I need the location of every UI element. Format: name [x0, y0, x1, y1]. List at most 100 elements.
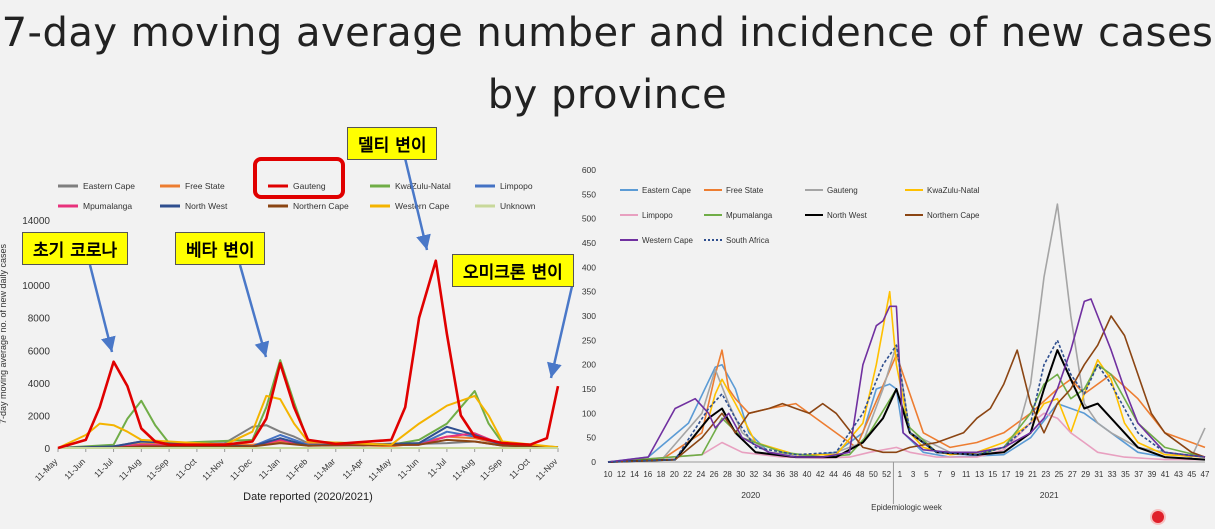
left-x-tick-label: 11-Dec [228, 456, 255, 483]
right-legend-label: Gauteng [827, 186, 858, 195]
right-legend-label: Free State [726, 186, 764, 195]
right-series-line [607, 412, 1205, 463]
right-x-tick-label: 21 [1028, 470, 1037, 479]
callout-delta-variant: 델티 변이 [347, 127, 438, 160]
left-legend-label: Limpopo [500, 181, 533, 191]
left-series-line [57, 438, 559, 449]
right-x-tick-label: 15 [988, 470, 997, 479]
right-x-tick-label: 9 [951, 470, 956, 479]
callout-beta-variant: 베타 변이 [175, 232, 266, 265]
right-series-line [607, 349, 1206, 463]
right-x-tick-label: 50 [869, 470, 878, 479]
right-x-tick-label: 47 [1201, 470, 1210, 479]
left-legend-label: Gauteng [293, 181, 326, 191]
right-x-tick-label: 48 [856, 470, 865, 479]
right-legend-label: Limpopo [642, 211, 673, 220]
right-x-tick-label: 29 [1081, 470, 1090, 479]
right-y-tick-label: 400 [582, 262, 596, 272]
right-x-tick-label: 23 [1041, 470, 1050, 479]
right-year-label-2020: 2020 [741, 490, 760, 500]
right-y-tick-label: 550 [582, 189, 596, 199]
left-x-tick-label: 11-Jul [425, 456, 448, 479]
left-y-tick-label: 8000 [28, 314, 51, 325]
right-y-tick-label: 50 [587, 433, 597, 443]
left-x-tick-label: 11-Feb [284, 456, 310, 482]
right-y-tick-label: 100 [582, 408, 596, 418]
right-x-axis-title: Epidemiologic week [871, 503, 943, 512]
right-x-tick-label: 36 [776, 470, 785, 479]
right-y-tick-label: 200 [582, 360, 596, 370]
right-x-tick-label: 13 [975, 470, 984, 479]
left-x-tick-label: 11-Jun [396, 456, 421, 481]
right-x-tick-label: 39 [1147, 470, 1156, 479]
left-x-tick-label: 11-May [366, 456, 393, 483]
right-year-label-2021: 2021 [1040, 490, 1059, 500]
left-x-tick-label: 11-May [33, 456, 60, 483]
page-title: 7-day moving average number and incidenc… [1, 10, 1214, 56]
right-x-tick-label: 44 [829, 470, 838, 479]
left-y-tick-label: 6000 [28, 346, 51, 357]
left-x-axis-title: Date reported (2020/2021) [243, 491, 373, 503]
right-y-tick-label: 300 [582, 311, 596, 321]
left-legend-label: Eastern Cape [83, 181, 135, 191]
record-indicator-icon [1152, 511, 1164, 523]
right-x-tick-label: 18 [657, 470, 666, 479]
right-legend-label: Eastern Cape [642, 186, 691, 195]
right-series-line [607, 315, 1206, 463]
right-x-tick-label: 16 [643, 470, 652, 479]
right-x-tick-label: 41 [1161, 470, 1170, 479]
left-y-axis-title: 7-day moving average no. of new daily ca… [0, 243, 8, 424]
left-chart: 0200040006000800010000120001400011-May11… [0, 181, 560, 503]
right-x-tick-label: 5 [924, 470, 929, 479]
right-y-tick-label: 350 [582, 287, 596, 297]
right-x-tick-label: 28 [723, 470, 732, 479]
left-series-line [57, 394, 559, 449]
right-y-tick-label: 250 [582, 335, 596, 345]
right-x-tick-label: 22 [683, 470, 692, 479]
left-legend-label: Unknown [500, 201, 536, 211]
right-y-tick-label: 500 [582, 214, 596, 224]
left-x-tick-label: 11-Apr [340, 456, 365, 481]
left-x-tick-label: 11-Sep [478, 456, 504, 482]
left-x-tick-label: 11-Oct [174, 456, 199, 481]
right-x-tick-label: 52 [882, 470, 891, 479]
left-series-line [57, 359, 559, 449]
left-x-tick-label: 11-Oct [507, 456, 532, 481]
right-x-tick-label: 38 [789, 470, 798, 479]
left-x-tick-label: 11-Aug [450, 456, 476, 482]
right-x-tick-label: 24 [696, 470, 705, 479]
left-y-tick-label: 4000 [28, 379, 51, 390]
left-legend-label: Northern Cape [293, 201, 349, 211]
right-x-tick-label: 11 [962, 470, 971, 479]
right-series-line [607, 363, 1206, 463]
left-x-tick-label: 11-Jun [62, 456, 87, 481]
left-legend-label: KwaZulu-Natal [395, 181, 451, 191]
right-x-tick-label: 45 [1187, 470, 1196, 479]
right-series-line [607, 349, 1206, 463]
right-legend-label: KwaZulu-Natal [927, 186, 980, 195]
right-x-tick-label: 25 [1055, 470, 1064, 479]
right-x-tick-label: 7 [937, 470, 942, 479]
right-x-tick-label: 19 [1015, 470, 1024, 479]
right-series-line [607, 339, 1206, 463]
right-x-tick-label: 26 [710, 470, 719, 479]
left-legend-label: Western Cape [395, 201, 449, 211]
right-y-tick-label: 450 [582, 238, 596, 248]
right-x-tick-label: 3 [911, 470, 916, 479]
left-x-tick-label: 11-Jan [257, 456, 282, 481]
left-x-tick-label: 11-Mar [312, 456, 338, 482]
right-legend-label: Mpumalanga [726, 211, 773, 220]
left-x-tick-label: 11-Jul [92, 456, 115, 479]
right-x-tick-label: 31 [1094, 470, 1103, 479]
left-y-tick-label: 10000 [22, 281, 50, 292]
right-legend-label: South Africa [726, 236, 770, 245]
left-legend-label: North West [185, 201, 228, 211]
callout-early-covid: 초기 코로나 [22, 232, 129, 265]
left-x-tick-label: 11-Nov [533, 456, 560, 483]
right-x-tick-label: 33 [1108, 470, 1117, 479]
right-x-tick-label: 37 [1134, 470, 1143, 479]
right-x-tick-label: 27 [1068, 470, 1077, 479]
right-x-tick-label: 1 [898, 470, 903, 479]
right-x-tick-label: 46 [842, 470, 851, 479]
